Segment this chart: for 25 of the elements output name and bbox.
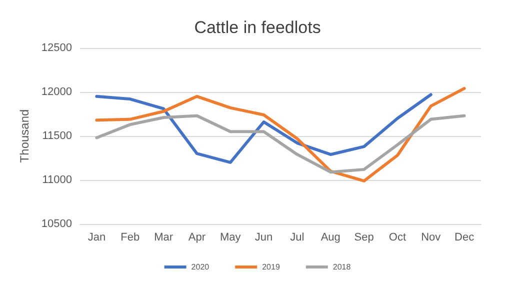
x-tick-label: Feb bbox=[120, 232, 140, 244]
y-tick-label: 12000 bbox=[41, 86, 72, 98]
x-tick-label: Aug bbox=[320, 232, 340, 244]
x-tick-label: Jun bbox=[254, 232, 273, 244]
legend-label: 2018 bbox=[332, 262, 352, 272]
line-series bbox=[95, 86, 466, 182]
x-tick-label: Jul bbox=[290, 232, 304, 244]
line-series bbox=[95, 93, 432, 164]
legend-label: 2019 bbox=[262, 262, 280, 272]
line-series bbox=[95, 114, 466, 174]
y-tick-label: 10500 bbox=[41, 218, 72, 230]
x-tick-label: Mar bbox=[154, 232, 174, 244]
x-tick-label: Oct bbox=[388, 232, 406, 244]
y-axis-title: Thousand bbox=[18, 109, 32, 163]
y-tick-label: 11000 bbox=[42, 174, 72, 186]
y-tick-label: 11500 bbox=[42, 130, 72, 142]
x-tick-label: Apr bbox=[188, 232, 206, 244]
x-tick-label: Nov bbox=[421, 232, 442, 244]
x-tick-label: May bbox=[220, 232, 242, 244]
x-tick-label: Dec bbox=[454, 232, 475, 244]
y-tick-label: 12500 bbox=[41, 42, 72, 54]
x-tick-label: Sep bbox=[354, 232, 374, 244]
chart-title: Cattle in feedlots bbox=[194, 18, 321, 37]
legend-label: 2020 bbox=[191, 262, 210, 272]
x-tick-label: Jan bbox=[88, 232, 106, 244]
